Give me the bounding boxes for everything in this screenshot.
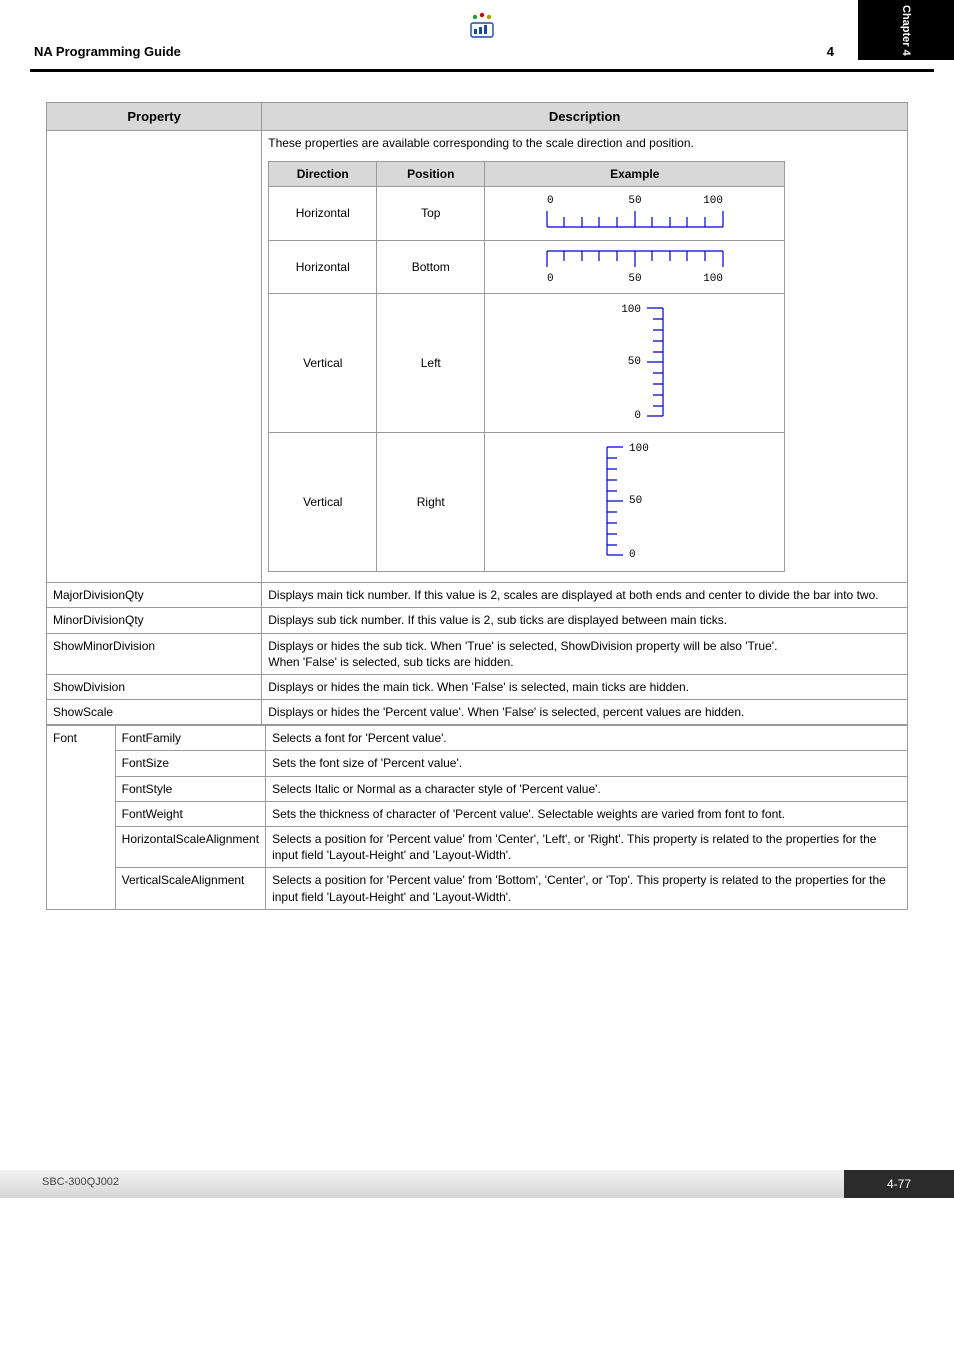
prop-scale-header bbox=[47, 131, 262, 583]
svg-text:100: 100 bbox=[629, 443, 649, 455]
inner-ex-3: 100 50 0 bbox=[485, 432, 785, 571]
prop-major: MajorDivisionQty bbox=[47, 583, 262, 608]
font-table: Font FontFamily Selects a font for 'Perc… bbox=[46, 725, 908, 910]
desc-showminor: Displays or hides the sub tick. When 'Tr… bbox=[262, 633, 908, 674]
footer-page: 4-77 bbox=[844, 1170, 954, 1198]
properties-table: Property Description These properties ar… bbox=[46, 102, 908, 725]
desc-minor: Displays sub tick number. If this value … bbox=[262, 608, 908, 633]
inner-ex-0: 0 50 100 bbox=[485, 187, 785, 240]
desc-showscale: Displays or hides the 'Percent value'. W… bbox=[262, 700, 908, 725]
chapter-number: 4 bbox=[827, 44, 834, 59]
inner-h-direction: Direction bbox=[269, 162, 377, 187]
inner-dir-3: Vertical bbox=[269, 432, 377, 571]
inner-dir-0: Horizontal bbox=[269, 187, 377, 240]
inner-pos-0: Top bbox=[377, 187, 485, 240]
scale-examples-table: Direction Position Example Horizontal To… bbox=[268, 161, 785, 572]
font-valign-prop: VerticalScaleAlignment bbox=[115, 868, 265, 909]
font-size-desc: Sets the font size of 'Percent value'. bbox=[266, 751, 908, 776]
font-weight-prop: FontWeight bbox=[115, 801, 265, 826]
svg-text:50: 50 bbox=[628, 195, 641, 207]
chapter-chip-label: Chapter 4 bbox=[900, 5, 912, 56]
font-style-prop: FontStyle bbox=[115, 776, 265, 801]
inner-pos-1: Bottom bbox=[377, 240, 485, 293]
inner-dir-1: Horizontal bbox=[269, 240, 377, 293]
inner-ex-2: 100 50 0 bbox=[485, 293, 785, 432]
inner-h-example: Example bbox=[485, 162, 785, 187]
prop-minor: MinorDivisionQty bbox=[47, 608, 262, 633]
inner-h-position: Position bbox=[377, 162, 485, 187]
font-valign-desc: Selects a position for 'Percent value' f… bbox=[266, 868, 908, 909]
desc-showdiv: Displays or hides the main tick. When 'F… bbox=[262, 674, 908, 699]
svg-text:0: 0 bbox=[547, 195, 554, 207]
page-footer: SBC-300QJ002 4-77 bbox=[0, 1170, 954, 1198]
font-halign-desc: Selects a position for 'Percent value' f… bbox=[266, 827, 908, 868]
desc-scale-header: These properties are available correspon… bbox=[262, 131, 908, 583]
svg-text:50: 50 bbox=[629, 495, 642, 507]
font-style-desc: Selects Italic or Normal as a character … bbox=[266, 776, 908, 801]
inner-ex-1: 0 50 100 bbox=[485, 240, 785, 293]
font-halign-prop: HorizontalScaleAlignment bbox=[115, 827, 265, 868]
svg-text:50: 50 bbox=[628, 356, 641, 368]
svg-text:50: 50 bbox=[628, 273, 641, 285]
font-group: Font bbox=[47, 726, 116, 910]
col-description: Description bbox=[262, 103, 908, 131]
inner-pos-2: Left bbox=[377, 293, 485, 432]
svg-text:100: 100 bbox=[703, 273, 723, 285]
scale-intro: These properties are available correspon… bbox=[268, 135, 901, 155]
svg-text:0: 0 bbox=[634, 410, 641, 422]
svg-text:100: 100 bbox=[621, 304, 641, 316]
svg-text:100: 100 bbox=[703, 195, 723, 207]
prop-showminor: ShowMinorDivision bbox=[47, 633, 262, 674]
desc-major: Displays main tick number. If this value… bbox=[262, 583, 908, 608]
prop-showdiv: ShowDivision bbox=[47, 674, 262, 699]
col-property: Property bbox=[47, 103, 262, 131]
font-family-prop: FontFamily bbox=[115, 726, 265, 751]
doc-title: NA Programming Guide bbox=[34, 44, 181, 59]
prop-showscale: ShowScale bbox=[47, 700, 262, 725]
parts-icon bbox=[468, 12, 496, 43]
font-size-prop: FontSize bbox=[115, 751, 265, 776]
inner-dir-2: Vertical bbox=[269, 293, 377, 432]
svg-text:0: 0 bbox=[629, 549, 636, 561]
footer-docno: SBC-300QJ002 bbox=[42, 1176, 119, 1188]
font-family-desc: Selects a font for 'Percent value'. bbox=[266, 726, 908, 751]
font-weight-desc: Sets the thickness of character of 'Perc… bbox=[266, 801, 908, 826]
inner-pos-3: Right bbox=[377, 432, 485, 571]
chapter-chip: Chapter 4 bbox=[858, 0, 954, 60]
svg-text:0: 0 bbox=[547, 273, 554, 285]
page-body: Property Description These properties ar… bbox=[0, 72, 954, 910]
